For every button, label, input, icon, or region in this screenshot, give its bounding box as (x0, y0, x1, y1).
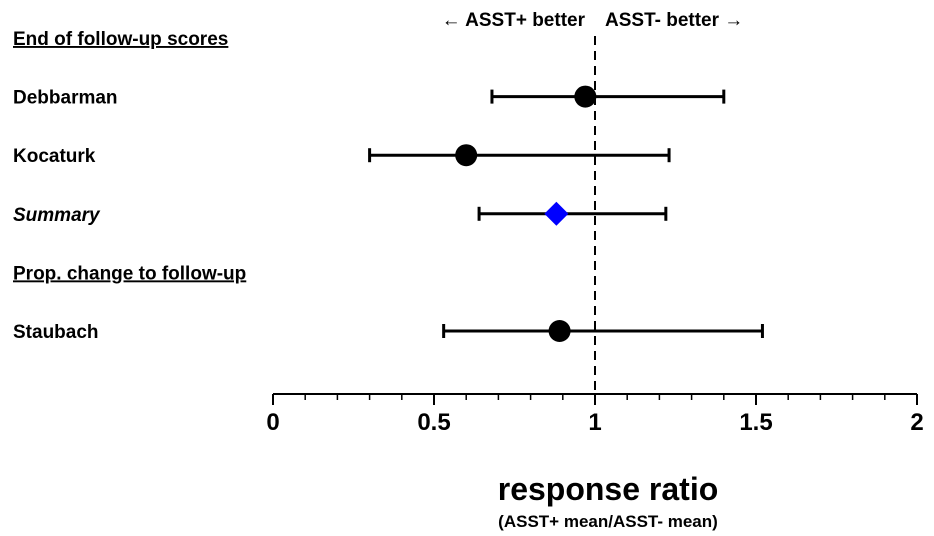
tick-label: 1.5 (739, 409, 772, 436)
estimate-point (548, 320, 571, 342)
forest-rows: End of follow-up scores Debbarman Kocaturk… (13, 29, 764, 343)
direction-right-label: ASST- better → (605, 10, 743, 31)
direction-left-label: ← ASST+ better (442, 10, 586, 31)
study-label: Kocaturk (13, 146, 96, 167)
tick-label: 0 (266, 409, 279, 436)
tick-label: 2 (910, 409, 923, 436)
study-label: Debbarman (13, 88, 118, 109)
section-heading: Prop. change to follow-up (13, 263, 246, 284)
summary-label: Summary (13, 205, 101, 226)
estimate-point (455, 144, 478, 167)
section-heading: End of follow-up scores (13, 29, 228, 50)
estimate-point (574, 85, 597, 108)
x-axis-subtitle: (ASST+ mean/ASST- mean) (498, 512, 718, 531)
x-axis: 0 0.5 1 1.5 2 (266, 393, 924, 436)
tick-label: 1 (588, 409, 601, 436)
tick-label: 0.5 (417, 409, 450, 436)
x-axis-title: response ratio (498, 471, 719, 507)
summary-diamond (544, 201, 569, 226)
study-label: Staubach (13, 322, 99, 343)
